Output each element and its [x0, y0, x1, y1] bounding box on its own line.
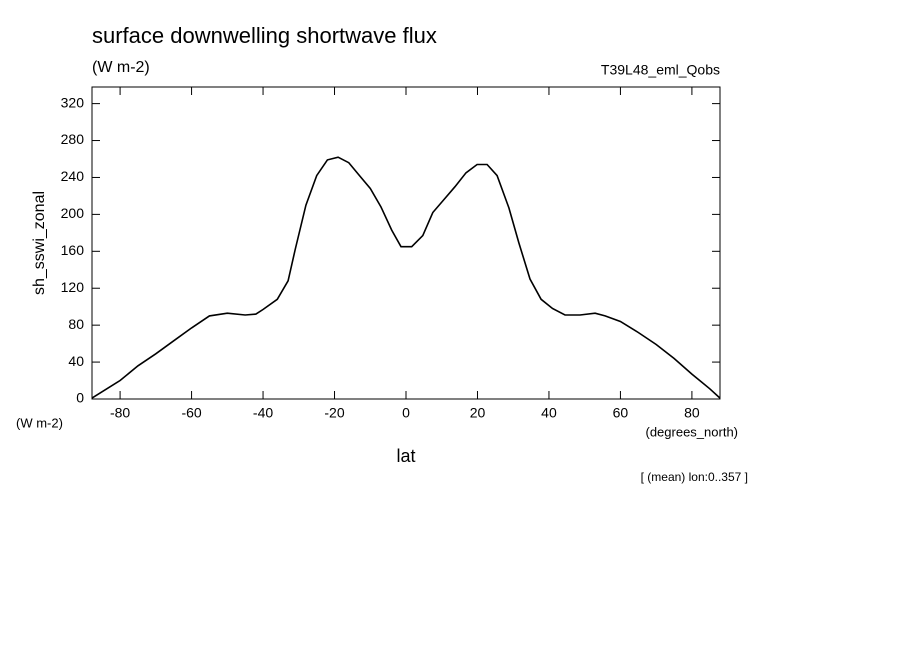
y-tick-label: 40 [68, 353, 84, 369]
x-tick-label: 0 [402, 405, 410, 421]
header-right: T39L48_eml_Qobs [601, 62, 720, 78]
y-tick-label: 80 [68, 316, 84, 332]
x-tick-label: -20 [324, 405, 344, 421]
y-tick-label: 320 [61, 94, 85, 110]
x-tick-label: 80 [684, 405, 700, 421]
x-tick-label: 40 [541, 405, 557, 421]
y-tick-label: 280 [61, 131, 85, 147]
chart-subtitle: (W m-2) [92, 59, 150, 76]
y-tick-label: 0 [76, 390, 84, 406]
y-axis-label: sh_sswi_zonal [31, 191, 48, 295]
footnote: [ (mean) lon:0..357 ] [641, 470, 748, 484]
y-tick-label: 120 [61, 279, 85, 295]
x-axis-units: (degrees_north) [646, 424, 739, 439]
x-tick-label: -80 [110, 405, 130, 421]
x-axis-label: lat [396, 446, 415, 466]
y-tick-label: 200 [61, 205, 85, 221]
y-axis-units: (W m-2) [16, 415, 63, 430]
data-line [91, 156, 721, 399]
x-tick-label: 60 [613, 405, 629, 421]
x-tick-label: 20 [470, 405, 486, 421]
y-tick-label: 240 [61, 168, 85, 184]
chart-title: surface downwelling shortwave flux [92, 23, 437, 48]
x-tick-label: -40 [253, 405, 273, 421]
x-tick-label: -60 [181, 405, 201, 421]
y-tick-label: 160 [61, 242, 85, 258]
